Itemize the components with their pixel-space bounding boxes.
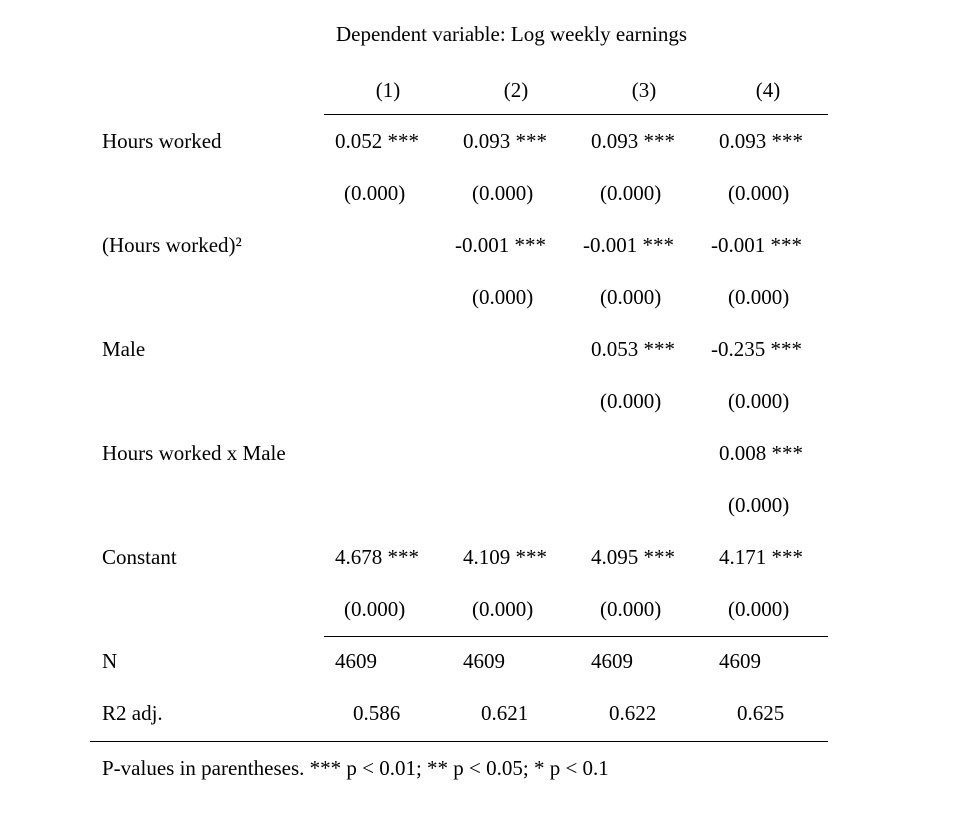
se-cell: (0.000) <box>344 596 406 621</box>
coef-row-hours-worked-squared: (Hours worked)² -0.001 *** -0.001 *** -0… <box>90 219 828 271</box>
stat-cell: 0.621 <box>481 700 529 725</box>
dependent-variable-title: Dependent variable: Log weekly earnings <box>336 22 688 46</box>
column-header: (1) <box>375 77 401 102</box>
coef-cell <box>324 427 463 479</box>
se-cell: (0.000) <box>600 180 662 205</box>
coef-cell: 4.109 *** <box>463 544 547 569</box>
se-cell: (0.000) <box>728 596 790 621</box>
se-cell <box>324 271 472 323</box>
se-cell: (0.000) <box>344 180 406 205</box>
coef-row-constant: Constant 4.678 *** 4.109 *** 4.095 *** 4… <box>90 531 828 583</box>
column-header: (2) <box>503 77 529 102</box>
stat-cell: 4609 <box>335 648 377 673</box>
se-row-hours-worked-x-male: (0.000) <box>90 479 828 531</box>
row-label: N <box>102 648 118 673</box>
stat-cell: 0.625 <box>737 700 785 725</box>
se-cell: (0.000) <box>728 388 790 413</box>
coef-cell: 0.093 *** <box>719 128 803 153</box>
row-label: Hours worked x Male <box>102 440 286 465</box>
coef-row-male: Male 0.053 *** -0.235 *** <box>90 323 828 375</box>
se-row-hours-worked-squared: (0.000) (0.000) (0.000) <box>90 271 828 323</box>
coef-row-hours-worked-x-male: Hours worked x Male 0.008 *** <box>90 427 828 479</box>
row-label: R2 adj. <box>102 700 163 725</box>
column-header: (3) <box>631 77 657 102</box>
se-cell: (0.000) <box>472 180 534 205</box>
stat-cell: 4609 <box>463 648 505 673</box>
se-cell <box>452 479 600 531</box>
se-row-male: (0.000) (0.000) <box>90 375 828 427</box>
coef-cell: 0.053 *** <box>591 336 675 361</box>
stat-cell: 4609 <box>719 648 761 673</box>
coef-cell <box>324 323 463 375</box>
se-cell <box>580 479 728 531</box>
column-header-row: (1) (2) (3) (4) <box>90 65 828 115</box>
se-cell: (0.000) <box>728 284 790 309</box>
table-footnote: P-values in parentheses. *** p < 0.01; *… <box>102 756 609 780</box>
coef-cell: -0.001 *** <box>455 232 546 257</box>
se-cell: (0.000) <box>600 596 662 621</box>
se-cell: (0.000) <box>728 492 790 517</box>
column-header: (4) <box>755 77 781 102</box>
stat-row-n: N 4609 4609 4609 4609 <box>90 635 828 687</box>
coef-cell: 0.093 *** <box>463 128 547 153</box>
se-cell <box>324 375 472 427</box>
se-cell: (0.000) <box>600 388 662 413</box>
body-bottom-rule <box>324 636 828 637</box>
coef-cell: -0.235 *** <box>711 336 802 361</box>
se-cell: (0.000) <box>728 180 790 205</box>
coef-cell <box>452 427 591 479</box>
row-label: (Hours worked)² <box>102 232 242 257</box>
coef-cell <box>580 427 719 479</box>
coef-cell: 0.052 *** <box>335 128 419 153</box>
coef-cell: 4.678 *** <box>335 544 419 569</box>
coef-cell: 0.093 *** <box>591 128 675 153</box>
se-cell: (0.000) <box>472 284 534 309</box>
coef-row-hours-worked: Hours worked 0.052 *** 0.093 *** 0.093 *… <box>90 115 828 167</box>
row-label: Male <box>102 336 146 361</box>
se-row-constant: (0.000) (0.000) (0.000) (0.000) <box>90 583 828 635</box>
stat-cell: 0.586 <box>353 700 401 725</box>
se-cell <box>324 479 472 531</box>
coef-cell: -0.001 *** <box>711 232 802 257</box>
coef-cell: 0.008 *** <box>719 440 803 465</box>
stat-cell: 0.622 <box>609 700 657 725</box>
header-title-row: Dependent variable: Log weekly earnings <box>90 0 828 65</box>
row-label: Hours worked <box>102 128 222 153</box>
coef-cell: -0.001 *** <box>583 232 674 257</box>
se-cell <box>452 375 600 427</box>
coef-cell: 4.171 *** <box>719 544 803 569</box>
coef-cell <box>324 219 463 271</box>
table-bottom-rule <box>90 741 828 742</box>
stat-row-r2-adj: R2 adj. 0.586 0.621 0.622 0.625 <box>90 687 828 739</box>
regression-table: Dependent variable: Log weekly earnings … <box>90 0 828 739</box>
stat-cell: 4609 <box>591 648 633 673</box>
se-row-hours-worked: (0.000) (0.000) (0.000) (0.000) <box>90 167 828 219</box>
row-label: Constant <box>102 544 177 569</box>
se-cell: (0.000) <box>472 596 534 621</box>
header-rule <box>324 114 828 115</box>
coef-cell <box>452 323 591 375</box>
se-cell: (0.000) <box>600 284 662 309</box>
coef-cell: 4.095 *** <box>591 544 675 569</box>
